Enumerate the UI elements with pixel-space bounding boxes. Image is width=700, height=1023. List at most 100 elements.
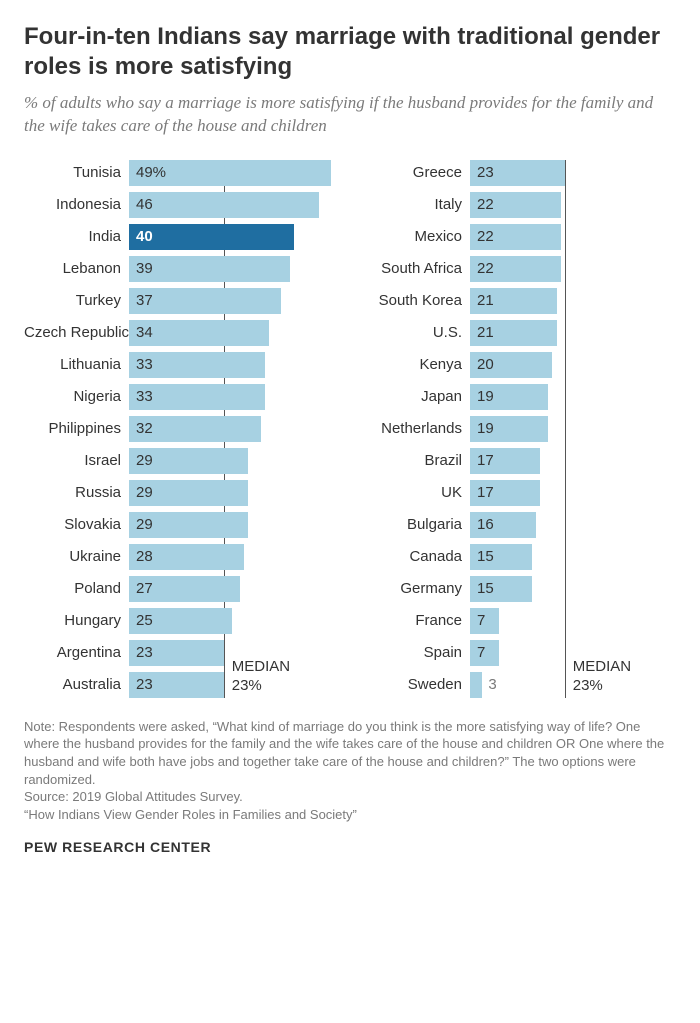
bar-value: 23 <box>470 164 494 181</box>
bar: 16 <box>470 512 536 538</box>
bar-track: 21 <box>470 288 676 314</box>
bar-value: 32 <box>129 420 153 437</box>
bar: 21 <box>470 320 557 346</box>
bar-value: 39 <box>129 260 153 277</box>
bar-track: 37 <box>129 288 335 314</box>
bar: 29 <box>129 512 248 538</box>
country-label: Philippines <box>24 420 129 437</box>
bar-value: 17 <box>470 452 494 469</box>
bar-value: 33 <box>129 388 153 405</box>
bar-value: 23 <box>129 644 153 661</box>
bar-value: 29 <box>129 452 153 469</box>
bar-value: 16 <box>470 516 494 533</box>
bar-row: Argentina23 <box>24 640 335 666</box>
country-label: U.S. <box>365 324 470 341</box>
bar-track: 7 <box>470 640 676 666</box>
bar-row: Israel29 <box>24 448 335 474</box>
country-label: Turkey <box>24 292 129 309</box>
bar: 17 <box>470 480 540 506</box>
bar-value: 22 <box>470 228 494 245</box>
bar: 23 <box>470 160 565 186</box>
bar-row: Russia29 <box>24 480 335 506</box>
country-label: South Korea <box>365 292 470 309</box>
country-label: Argentina <box>24 644 129 661</box>
bar-value: 19 <box>470 388 494 405</box>
country-label: Kenya <box>365 356 470 373</box>
bar: 49% <box>129 160 331 186</box>
bar: 15 <box>470 544 532 570</box>
bar-value: 17 <box>470 484 494 501</box>
bar-track: 3 <box>470 672 676 698</box>
bar-value: 15 <box>470 580 494 597</box>
bar-track: 7 <box>470 608 676 634</box>
country-label: Israel <box>24 452 129 469</box>
country-label: Indonesia <box>24 196 129 213</box>
bar-row: Canada15 <box>365 544 676 570</box>
bar: 22 <box>470 224 561 250</box>
bar-track: 33 <box>129 352 335 378</box>
bar-row: Kenya20 <box>365 352 676 378</box>
bar-value: 34 <box>129 324 153 341</box>
bar-value: 15 <box>470 548 494 565</box>
country-label: Lebanon <box>24 260 129 277</box>
bar: 29 <box>129 480 248 506</box>
country-label: Russia <box>24 484 129 501</box>
bar: 46 <box>129 192 319 218</box>
bar: 15 <box>470 576 532 602</box>
bar-track: 32 <box>129 416 335 442</box>
bar-value: 20 <box>470 356 494 373</box>
bar-row: UK17 <box>365 480 676 506</box>
bar: 33 <box>129 384 265 410</box>
country-label: Poland <box>24 580 129 597</box>
bar-row: Poland27 <box>24 576 335 602</box>
country-label: Germany <box>365 580 470 597</box>
bar-value: 29 <box>129 516 153 533</box>
bar: 34 <box>129 320 269 346</box>
bar: 28 <box>129 544 244 570</box>
country-label: Mexico <box>365 228 470 245</box>
bar-value: 49% <box>129 164 166 181</box>
bar-row: Japan19 <box>365 384 676 410</box>
bar-row: Philippines32 <box>24 416 335 442</box>
bar-track: 29 <box>129 448 335 474</box>
bar: 22 <box>470 192 561 218</box>
bar: 17 <box>470 448 540 474</box>
bar-value: 27 <box>129 580 153 597</box>
bar-row: Turkey37 <box>24 288 335 314</box>
country-label: Tunisia <box>24 164 129 181</box>
bar-value: 33 <box>129 356 153 373</box>
bar-value: 25 <box>129 612 153 629</box>
country-label: Sweden <box>365 676 470 693</box>
bar: 21 <box>470 288 557 314</box>
bar: 27 <box>129 576 240 602</box>
bar-track: 16 <box>470 512 676 538</box>
country-label: Australia <box>24 676 129 693</box>
bar-row: South Africa22 <box>365 256 676 282</box>
bar-row: Ukraine28 <box>24 544 335 570</box>
country-label: Ukraine <box>24 548 129 565</box>
bar-track: 23 <box>129 672 335 698</box>
country-label: Lithuania <box>24 356 129 373</box>
bar-value: 46 <box>129 196 153 213</box>
bar-value: 21 <box>470 292 494 309</box>
bar-row: Lithuania33 <box>24 352 335 378</box>
country-label: Greece <box>365 164 470 181</box>
bar-value: 3 <box>482 676 496 693</box>
country-label: Hungary <box>24 612 129 629</box>
chart-title: Four-in-ten Indians say marriage with tr… <box>24 22 676 82</box>
bar-row: Greece23 <box>365 160 676 186</box>
bar-value: 37 <box>129 292 153 309</box>
bar-value: 21 <box>470 324 494 341</box>
bar: 39 <box>129 256 290 282</box>
bar-track: 17 <box>470 448 676 474</box>
bar-track: 20 <box>470 352 676 378</box>
bar: 25 <box>129 608 232 634</box>
bar-track: 25 <box>129 608 335 634</box>
country-label: Japan <box>365 388 470 405</box>
chart-column-1: Greece23Italy22Mexico22South Africa22Sou… <box>365 160 676 698</box>
bar-row: Germany15 <box>365 576 676 602</box>
bar-track: 22 <box>470 192 676 218</box>
bar-track: 17 <box>470 480 676 506</box>
country-label: Brazil <box>365 452 470 469</box>
bar: 7 <box>470 608 499 634</box>
